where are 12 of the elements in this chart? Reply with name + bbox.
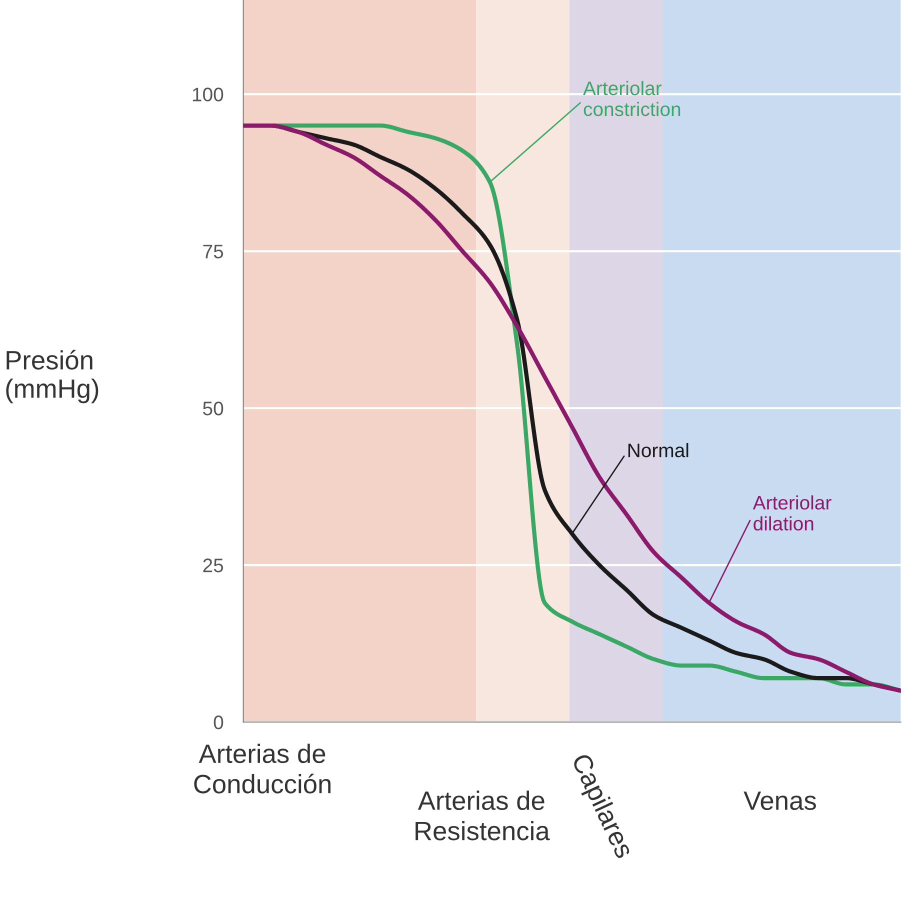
text: Arteriolar constriction	[583, 80, 680, 116]
y-tick-label: 0	[214, 716, 224, 730]
text: Arterias de Resistencia	[416, 790, 550, 840]
y-tick-label: 100	[192, 88, 224, 102]
y-axis-title: Presión (mmHg)	[6, 350, 98, 404]
y-tick-label: 50	[203, 402, 224, 416]
y-tick-label: 25	[203, 558, 224, 572]
y-tick-label: 75	[203, 244, 224, 258]
text: Arterias de Conducción	[194, 744, 330, 794]
text: Normal	[628, 443, 688, 458]
text: Arteriolar dilation	[752, 495, 832, 531]
text: Venas	[744, 792, 816, 810]
